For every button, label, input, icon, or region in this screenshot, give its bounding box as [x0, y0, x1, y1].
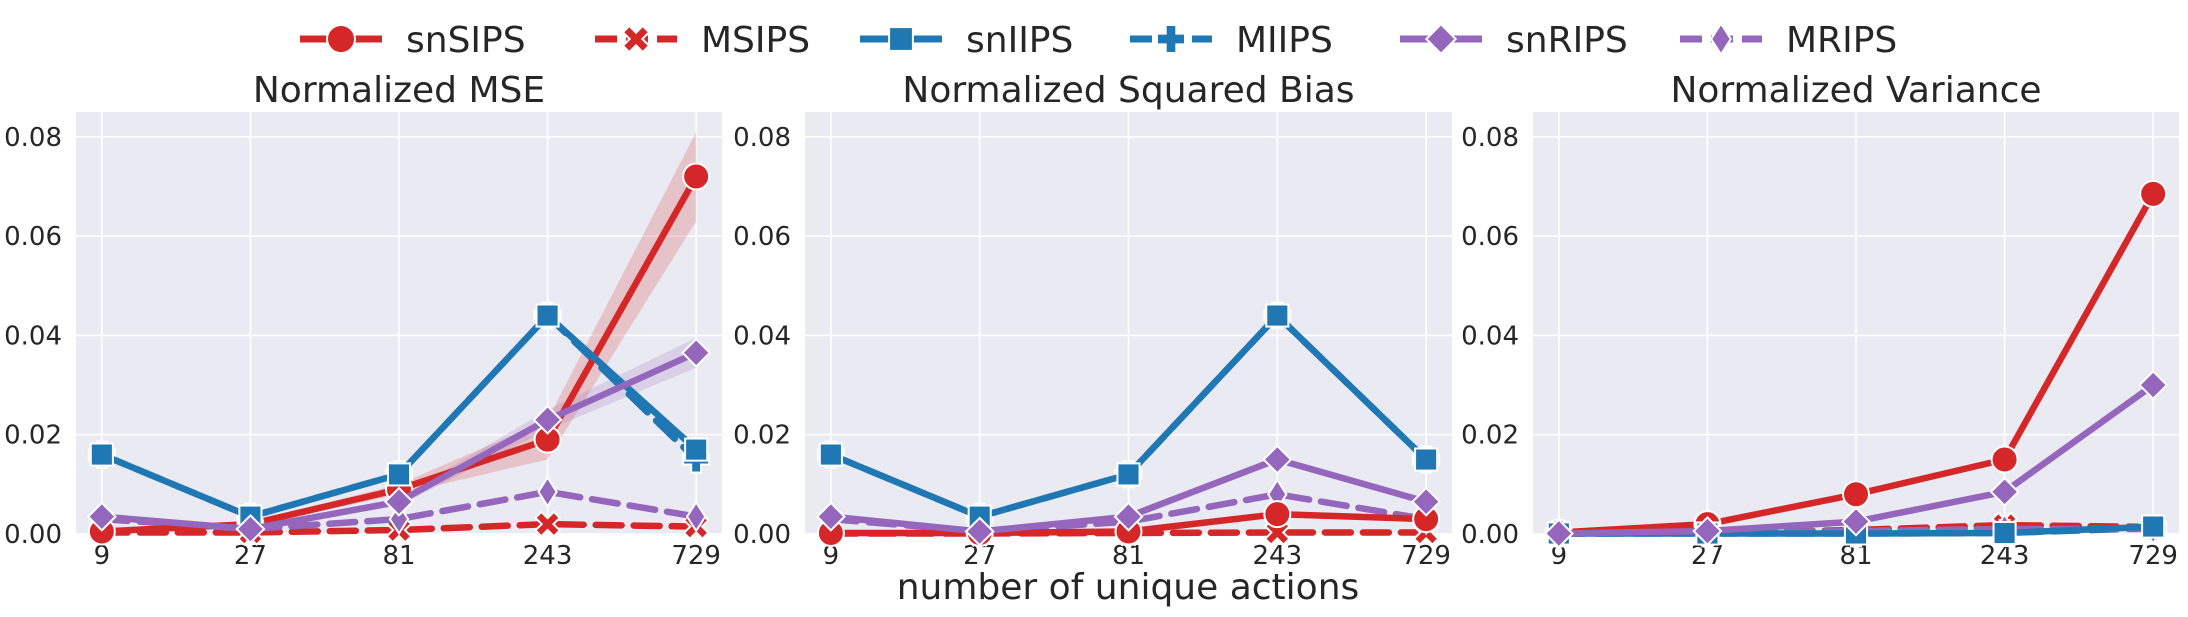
x-tick-label: 243: [523, 541, 573, 571]
x-tick-label: 9: [823, 541, 840, 571]
legend-label: snSIPS: [406, 20, 526, 61]
x-tick-label: 27: [234, 541, 267, 571]
legend-marker-diamond-icon: [1424, 22, 1458, 56]
panel-title: Normalized MSE: [253, 70, 545, 111]
legend-label: snRIPS: [1506, 20, 1628, 61]
series-snrips: [86, 337, 712, 545]
data-point-sniips: [1414, 447, 1439, 472]
y-tick-label: 0.04: [733, 321, 791, 351]
legend-marker-x-icon: [621, 24, 651, 54]
data-point-mrips: [537, 475, 558, 508]
data-point-snrips: [964, 516, 995, 547]
legend-marker-circle-icon: [326, 24, 356, 54]
legend: snSIPS MSIPS snIIPS MIIPS snRIPS MRIPS: [300, 20, 1897, 61]
panel-1: 0.00 0.02 0.04 0.06 0.08 9 27 81 243 729 Normalize…: [4, 70, 722, 571]
y-tick-label: 0.02: [4, 421, 62, 451]
data-point-snrips: [383, 486, 415, 517]
data-point-snsips: [1990, 445, 2019, 474]
data-point-sniips: [89, 442, 114, 467]
y-tick-label: 0.06: [4, 222, 62, 252]
y-tick-label: 0.02: [1461, 421, 1519, 451]
y-tick-label: 0.04: [1461, 321, 1519, 351]
data-point-snrips: [815, 501, 846, 532]
data-point-sniips: [1265, 303, 1290, 328]
x-tick-label: 243: [1252, 541, 1302, 571]
panel-title: Normalized Squared Bias: [902, 70, 1354, 111]
data-point-snsips: [682, 162, 711, 191]
data-point-snrips: [681, 337, 712, 368]
panel-2: 0.000.020.040.060.089 27 81 243 729Normalize…: [733, 70, 1452, 571]
legend-marker-plus-icon: [1156, 24, 1186, 54]
x-tick-label: 9: [94, 541, 111, 571]
data-point-sniips: [386, 462, 412, 487]
data-point-sniips: [2141, 514, 2166, 539]
x-tick-label: 81: [1112, 541, 1145, 571]
data-point-snrips: [2138, 369, 2169, 401]
data-point-sniips: [1116, 462, 1141, 487]
data-point-snsips: [1263, 500, 1292, 529]
data-point-sniips: [535, 303, 560, 328]
legend-marker-square-icon: [888, 26, 914, 52]
data-point-msips: [534, 510, 562, 538]
data-point-snrips: [235, 513, 266, 545]
data-point-snrips: [1543, 518, 1574, 549]
legend-label: MRIPS: [1786, 20, 1897, 61]
y-tick-label: 0.04: [4, 321, 62, 351]
x-tick-label: 729: [671, 541, 721, 571]
series-line-msips: [98, 520, 700, 536]
series-snrips: [815, 444, 1442, 547]
data-point-sniips: [684, 437, 709, 462]
data-point-snrips: [1989, 476, 2020, 507]
y-tick-label: 0.08: [733, 123, 791, 153]
panel-title: Normalized Variance: [1670, 70, 2041, 111]
legend-label: MSIPS: [701, 20, 810, 61]
series-snrips: [1543, 369, 2169, 549]
data-point-snrips: [532, 404, 563, 435]
x-axis-label: number of unique actions: [897, 567, 1360, 608]
data-point-snrips: [1411, 486, 1442, 517]
y-tick-label: 0.06: [1461, 222, 1519, 252]
legend-label: MIIPS: [1236, 20, 1333, 61]
x-tick-label: 81: [382, 541, 415, 571]
legend-item-miips: MIIPS: [1130, 20, 1333, 61]
x-tick-label: 729: [2128, 541, 2178, 571]
series-sniips: [89, 303, 709, 529]
legend-item-snrips: snRIPS: [1400, 20, 1628, 61]
legend-marker-thin-diamond-icon: [1710, 21, 1732, 57]
x-tick-label: 9: [1551, 541, 1568, 571]
y-tick-label: 0.08: [4, 123, 62, 153]
legend-label: snIIPS: [966, 20, 1073, 61]
data-point-snrips: [1840, 506, 1872, 537]
data-point-sniips: [818, 442, 843, 467]
data-point-snrips: [1262, 444, 1293, 475]
legend-item-snsips: snSIPS: [300, 20, 526, 61]
legend-item-mrips: MRIPS: [1680, 20, 1897, 61]
data-point-snsips: [2139, 179, 2168, 208]
y-tick-label: 0.00: [4, 520, 62, 550]
data-point-mrips: [685, 500, 707, 533]
data-point-snrips: [1692, 515, 1723, 547]
y-tick-label: 0.00: [733, 520, 791, 550]
x-tick-label: 729: [1401, 541, 1451, 571]
data-point-sniips: [1992, 520, 2017, 546]
panels: 0.00 0.02 0.04 0.06 0.08 9 27 81 243 729 Normalize…: [4, 70, 2179, 571]
panel-3: 0.000.020.040.060.089 27 81 243 729Normalize…: [1461, 70, 2179, 571]
data-point-snrips: [1113, 501, 1144, 532]
data-point-snsips: [1842, 480, 1870, 509]
y-tick-label: 0.00: [1461, 520, 1519, 550]
legend-item-msips: MSIPS: [595, 20, 810, 61]
legend-item-sniips: snIIPS: [860, 20, 1073, 61]
y-tick-label: 0.08: [1461, 123, 1519, 153]
y-tick-label: 0.02: [733, 421, 791, 451]
y-tick-label: 0.06: [733, 222, 791, 252]
data-point-snrips: [86, 501, 117, 532]
